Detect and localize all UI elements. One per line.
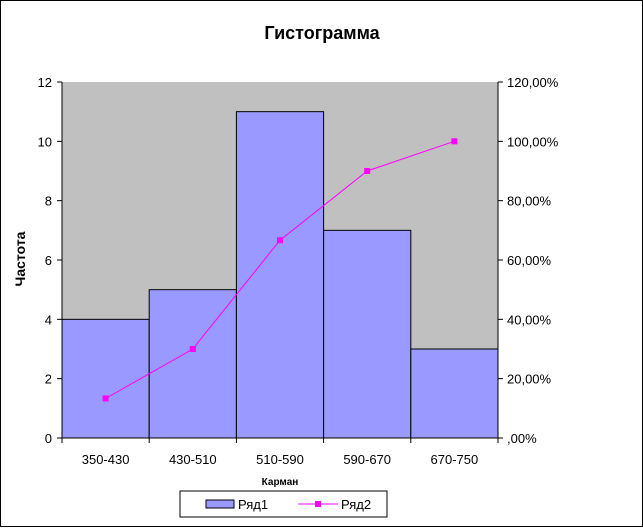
y-tick-label: 12 [38,75,52,90]
bar-670-750 [410,348,499,439]
y2-tick-label: 40,00% [507,312,552,327]
bar-510-590 [235,111,325,439]
x-tick-label: 510-590 [256,452,304,467]
y-tick-label: 6 [45,253,52,268]
line-point-430-510 [189,346,196,352]
legend-label-bar: Ряд1 [238,497,268,512]
plot-area: 0 2 4 6 8 10 12 ,00% 20,00% 40,00% 60,00% 80,00% 100… [38,75,559,467]
x-axis-label: Карман [262,477,299,488]
y2-tick-label: ,00% [507,431,537,446]
y-axis-label: Частота [12,231,28,286]
y2-tick-label: 100,00% [507,134,559,149]
y-tick-label: 4 [45,312,52,327]
line-point-590-670 [364,168,371,174]
y2-tick-label: 60,00% [507,253,552,268]
line-point-670-750 [451,138,458,145]
x-tick-label: 670-750 [431,452,479,467]
x-tick-label: 590-670 [343,452,391,467]
y2-tick-label: 120,00% [507,75,559,90]
x-tick-label: 350-430 [82,452,130,467]
legend-swatch-bar [205,499,235,509]
chart-title: Гистограмма [264,23,380,43]
bar-350-430 [61,318,150,439]
bar-430-510 [148,289,237,439]
y2-tick-label: 80,00% [507,194,552,209]
legend: Ряд1 Ряд2 [179,490,388,518]
y-tick-label: 8 [45,194,52,209]
y-tick-label: 0 [45,431,52,446]
y-tick-label: 2 [45,372,52,387]
line-point-350-430 [102,395,109,402]
bar-590-670 [323,229,412,439]
x-tick-label: 430-510 [169,452,217,467]
legend-label-line: Ряд2 [341,497,371,512]
line-point-510-590 [277,237,283,244]
legend-swatch-marker [315,501,321,507]
y-tick-label: 10 [38,134,52,149]
y2-tick-label: 20,00% [507,372,552,387]
